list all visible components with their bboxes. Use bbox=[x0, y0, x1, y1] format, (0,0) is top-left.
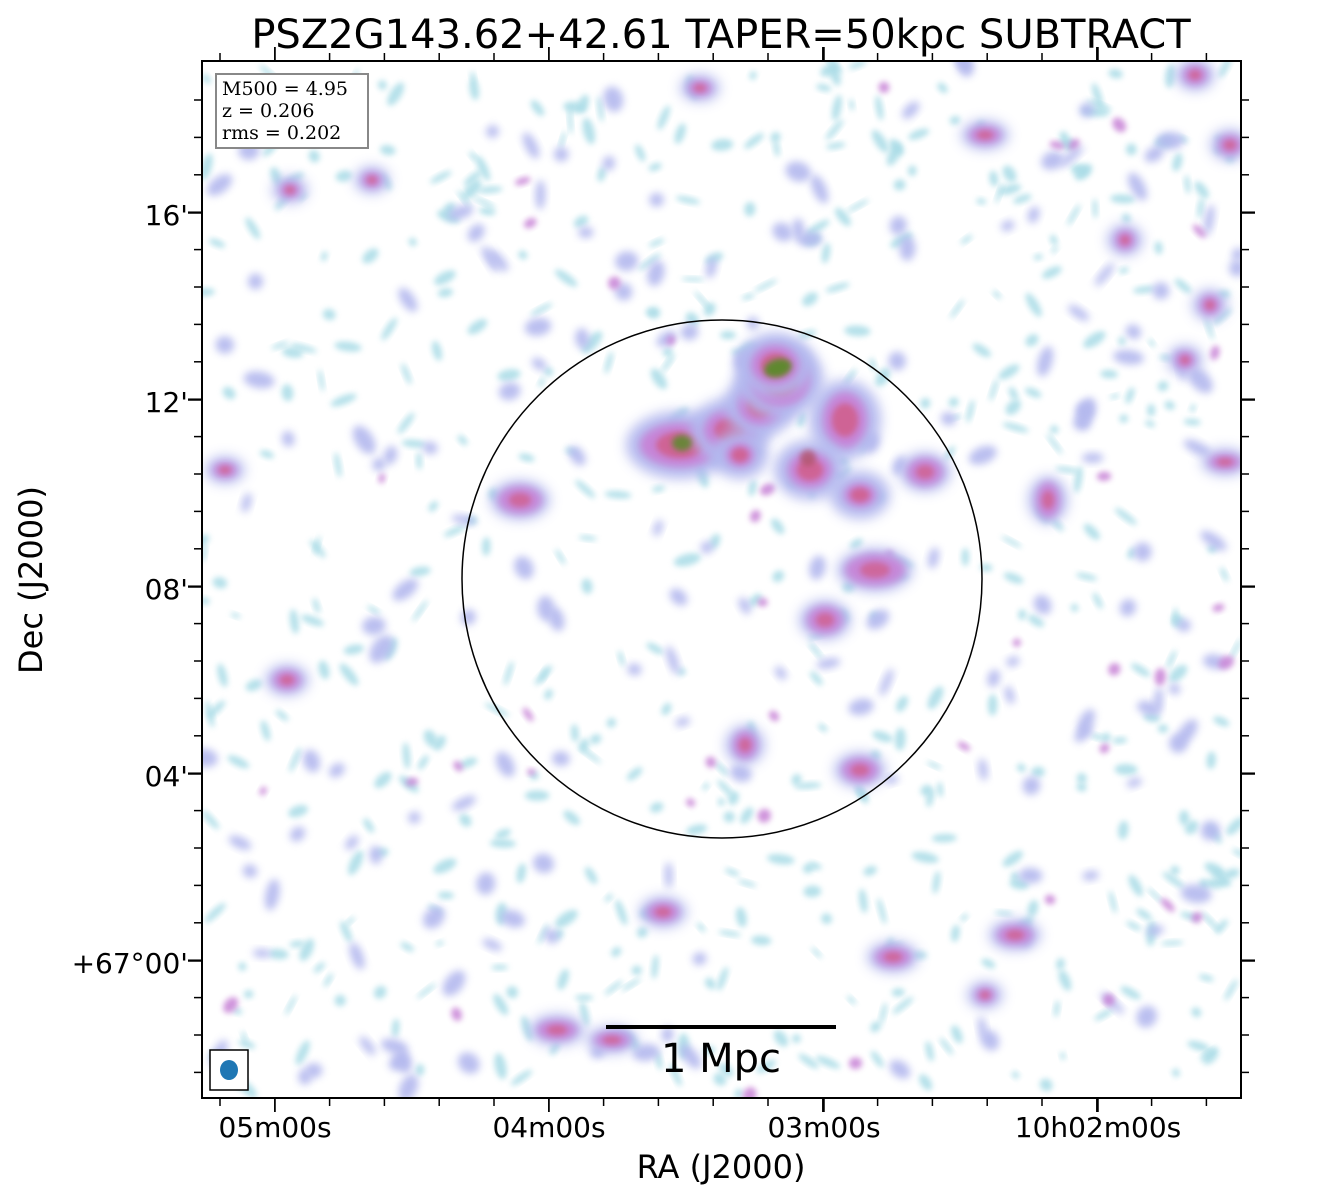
info-redshift: z = 0.206 bbox=[222, 100, 314, 122]
info-rms: rms = 0.202 bbox=[222, 122, 341, 144]
y-tick-label-67-00: +67°00' bbox=[72, 947, 188, 980]
info-box: M500 = 4.95 z = 0.206 rms = 0.202 bbox=[215, 73, 369, 149]
beam-ellipse bbox=[220, 1060, 238, 1080]
y-tick-label-08: 08' bbox=[145, 573, 188, 606]
radio-emission-image bbox=[202, 61, 1241, 1098]
plot-area bbox=[202, 61, 1241, 1098]
info-m500: M500 = 4.95 bbox=[222, 78, 348, 100]
figure-title: PSZ2G143.62+42.61 TAPER=50kpc SUBTRACT bbox=[251, 12, 1191, 58]
scale-bar: 1 Mpc bbox=[606, 1025, 836, 1082]
x-axis-label: RA (J2000) bbox=[637, 1148, 806, 1186]
y-tick-label-16: 16' bbox=[145, 199, 188, 232]
x-tick-label-10h02m00s: 10h02m00s bbox=[1015, 1111, 1182, 1144]
x-tick-label-03m00s: 03m00s bbox=[767, 1111, 880, 1144]
r500-circle bbox=[461, 319, 983, 839]
axis-ticks bbox=[188, 47, 1255, 1112]
y-tick-label-04: 04' bbox=[145, 760, 188, 793]
x-tick-label-04m00s: 04m00s bbox=[492, 1111, 605, 1144]
x-tick-label-05m00s: 05m00s bbox=[218, 1111, 331, 1144]
beam-indicator bbox=[209, 1049, 249, 1091]
scale-bar-label: 1 Mpc bbox=[661, 1036, 781, 1082]
y-tick-label-12: 12' bbox=[145, 386, 188, 419]
y-axis-label: Dec (J2000) bbox=[12, 486, 50, 674]
plot-frame bbox=[201, 60, 1242, 1099]
